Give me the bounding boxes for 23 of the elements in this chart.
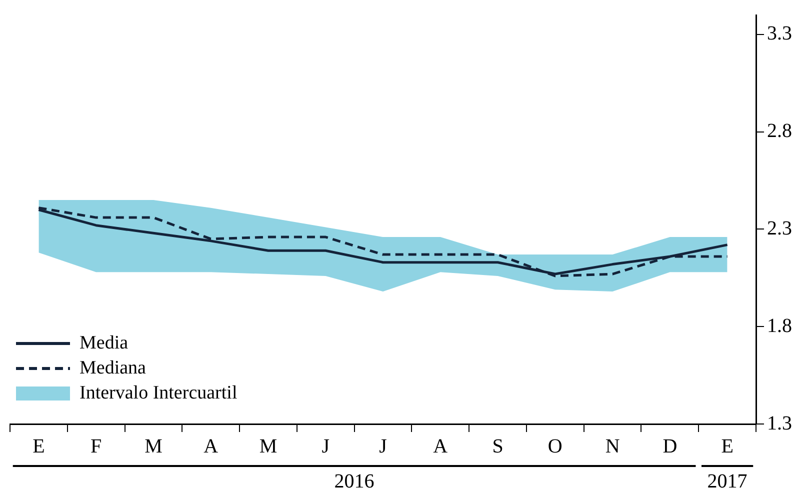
legend-label: Intervalo Intercuartil <box>80 382 238 404</box>
legend-label: Media <box>80 332 129 354</box>
x-tick-label: M <box>144 435 163 458</box>
x-tick-label: O <box>548 435 562 458</box>
x-tick-label: J <box>322 435 330 458</box>
legend-label: Mediana <box>80 357 147 378</box>
x-tick-label: J <box>379 435 388 458</box>
x-tick-label: F <box>90 435 102 458</box>
text: 2017 <box>707 470 748 492</box>
x-tick-label: M <box>259 435 278 458</box>
x-tick-label: N <box>605 435 620 458</box>
x-tick-label: S <box>492 435 504 458</box>
x-tick-label: E <box>32 435 45 458</box>
x-tick-label: E <box>721 435 734 458</box>
y-tick-label: 3.3 <box>767 22 792 45</box>
x-tick-label: A <box>433 435 448 458</box>
y-tick-label: 1.3 <box>767 412 792 434</box>
text: 2016 <box>334 470 374 492</box>
x-tick-label: A <box>204 435 219 458</box>
x-tick-label: D <box>662 435 678 458</box>
y-tick-label: 2.3 <box>767 217 792 240</box>
y-tick-label: 2.8 <box>767 120 792 142</box>
y-tick-label: 1.8 <box>767 314 792 337</box>
